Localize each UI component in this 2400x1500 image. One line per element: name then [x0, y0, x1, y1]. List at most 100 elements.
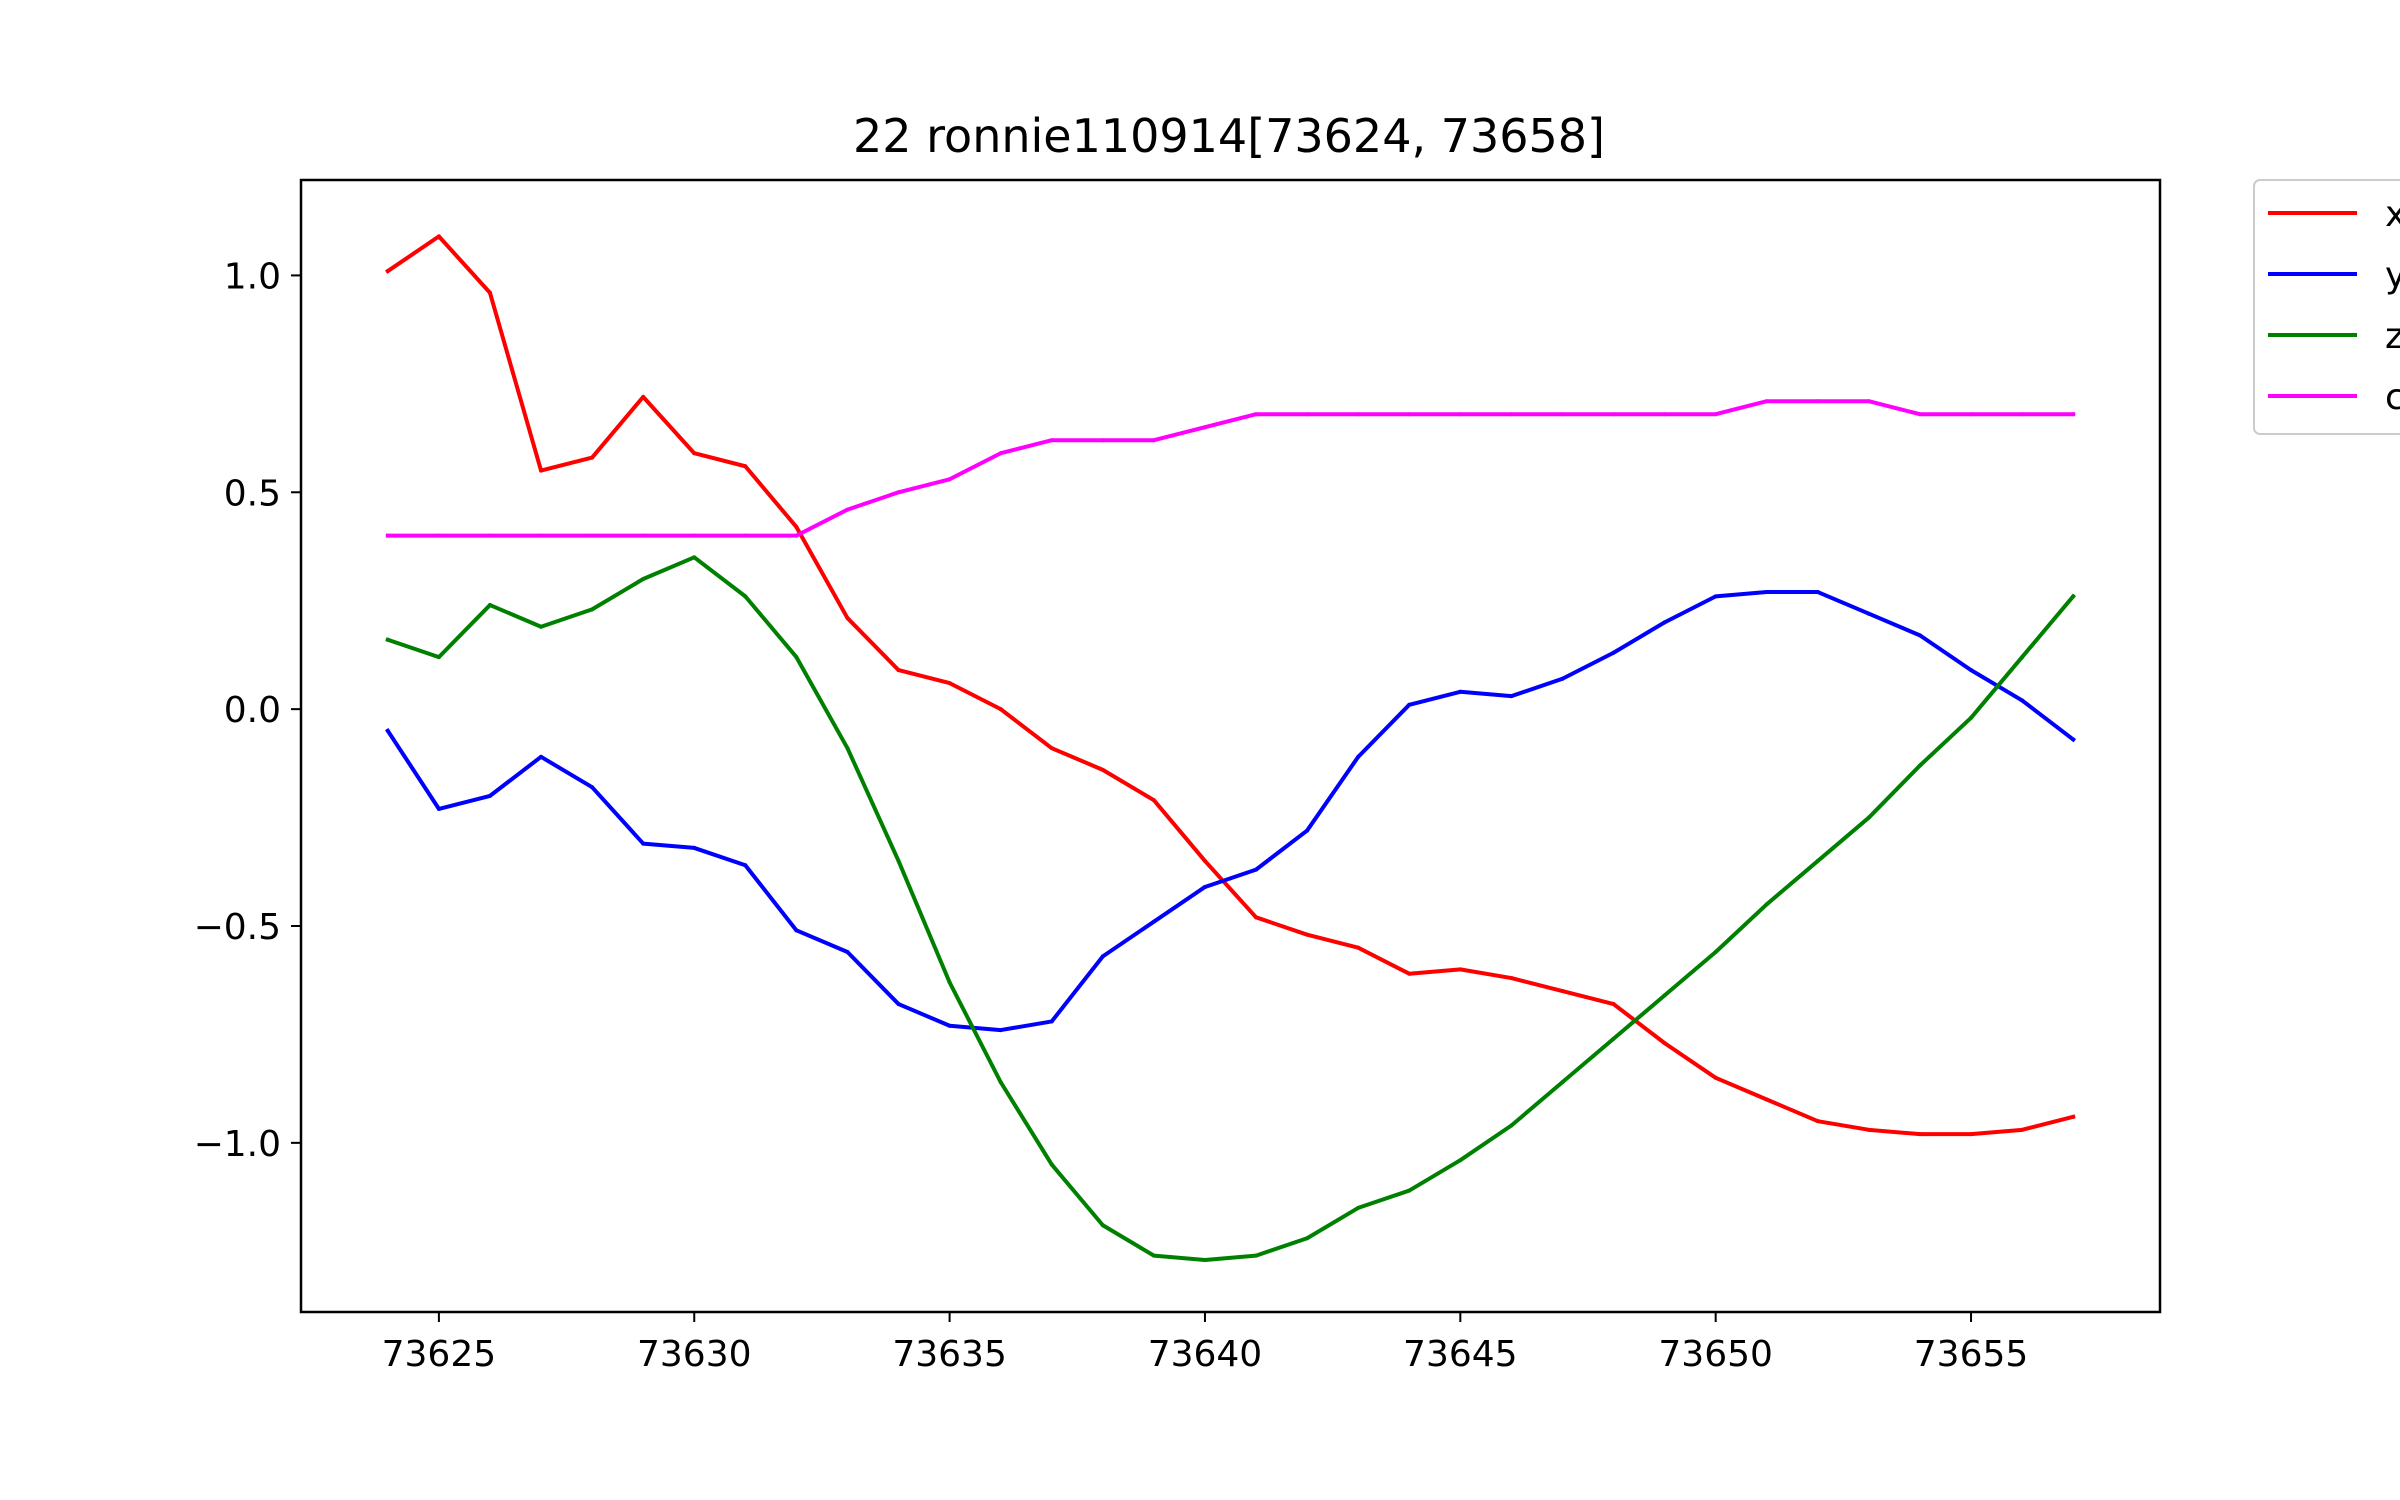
x-tick-label: 73650: [1658, 1334, 1773, 1375]
data-point-y: [1049, 1019, 1054, 1024]
data-point-z: [1713, 950, 1718, 955]
data-point-y: [896, 1002, 901, 1007]
y-tick-label: −0.5: [194, 907, 281, 948]
data-point-c: [947, 477, 952, 482]
data-point-c: [896, 490, 901, 495]
data-point-y: [1560, 676, 1565, 681]
series-line-z: [385, 555, 2076, 1262]
data-point-x: [1049, 746, 1054, 751]
data-point-y: [1151, 919, 1156, 924]
plot-area-frame: [299, 178, 2162, 1314]
data-point-x: [1305, 932, 1310, 937]
series-x: [385, 234, 2076, 1137]
legend-label: x: [2385, 194, 2400, 235]
data-point-y: [794, 928, 799, 933]
data-point-c: [436, 533, 441, 538]
data-point-c: [1866, 399, 1871, 404]
x-tick-label: 73625: [382, 1334, 497, 1375]
data-point-y: [1917, 633, 1922, 638]
data-point-y: [539, 754, 544, 759]
data-point-x: [1458, 967, 1463, 972]
data-point-z: [947, 980, 952, 985]
data-point-z: [743, 594, 748, 599]
data-point-y: [1611, 650, 1616, 655]
data-point-x: [1202, 858, 1207, 863]
data-point-c: [1254, 412, 1259, 417]
data-point-z: [845, 746, 850, 751]
data-point-y: [2020, 698, 2025, 703]
data-point-c: [1458, 412, 1463, 417]
data-point-x: [998, 707, 1003, 712]
data-point-z: [641, 577, 646, 582]
data-point-x: [1407, 971, 1412, 976]
data-point-x: [1713, 1075, 1718, 1080]
data-point-x: [692, 451, 697, 456]
data-point-c: [1407, 412, 1412, 417]
data-point-z: [2071, 594, 2076, 599]
legend-label: z: [2385, 316, 2400, 357]
legend-item-y: y: [2268, 255, 2400, 296]
data-point-c: [1713, 412, 1718, 417]
data-point-c: [743, 533, 748, 538]
data-point-y: [385, 728, 390, 733]
data-point-c: [487, 533, 492, 538]
data-point-z: [1969, 715, 1974, 720]
data-point-c: [1305, 412, 1310, 417]
data-point-x: [487, 290, 492, 295]
data-point-c: [1815, 399, 1820, 404]
data-point-y: [1969, 668, 1974, 673]
data-point-c: [539, 533, 544, 538]
data-point-z: [487, 603, 492, 608]
data-point-y: [692, 845, 697, 850]
data-point-x: [845, 616, 850, 621]
x-axis: 73625 73630 73635 73640 73645 73650 73655: [382, 1312, 2028, 1375]
data-point-x: [2020, 1127, 2025, 1132]
x-tick-label: 73640: [1148, 1334, 1263, 1375]
series-layer: [385, 234, 2076, 1262]
data-point-x: [641, 394, 646, 399]
data-point-y: [1356, 754, 1361, 759]
data-point-c: [2020, 412, 2025, 417]
data-point-y: [590, 785, 595, 790]
data-point-z: [1202, 1257, 1207, 1262]
data-point-x: [1764, 1097, 1769, 1102]
data-point-z: [1407, 1188, 1412, 1193]
data-point-z: [1764, 902, 1769, 907]
data-point-x: [1254, 915, 1259, 920]
series-y: [385, 590, 2076, 1033]
legend-label: c: [2385, 377, 2400, 418]
data-point-y: [641, 841, 646, 846]
data-point-x: [947, 681, 952, 686]
data-point-z: [539, 624, 544, 629]
data-point-y: [2071, 737, 2076, 742]
data-point-y: [1662, 620, 1667, 625]
data-point-z: [1305, 1236, 1310, 1241]
data-point-z: [1560, 1080, 1565, 1085]
data-point-y: [1866, 611, 1871, 616]
data-point-c: [1202, 425, 1207, 430]
y-tick-label: 0.5: [224, 473, 281, 514]
data-point-c: [1049, 438, 1054, 443]
data-point-z: [385, 637, 390, 642]
data-point-z: [1509, 1123, 1514, 1128]
data-point-y: [487, 793, 492, 798]
data-point-c: [845, 507, 850, 512]
data-point-y: [998, 1028, 1003, 1033]
data-point-y: [1815, 590, 1820, 595]
series-line-c: [385, 399, 2076, 538]
data-point-y: [1254, 867, 1259, 872]
data-point-z: [1662, 993, 1667, 998]
data-point-c: [1969, 412, 1974, 417]
data-point-x: [1560, 989, 1565, 994]
series-line-x: [385, 234, 2076, 1137]
data-point-x: [1866, 1127, 1871, 1132]
data-point-y: [1407, 702, 1412, 707]
data-point-y: [947, 1023, 952, 1028]
data-point-c: [794, 533, 799, 538]
data-point-c: [641, 533, 646, 538]
series-c: [385, 399, 2076, 538]
data-point-z: [896, 858, 901, 863]
data-point-y: [1509, 694, 1514, 699]
